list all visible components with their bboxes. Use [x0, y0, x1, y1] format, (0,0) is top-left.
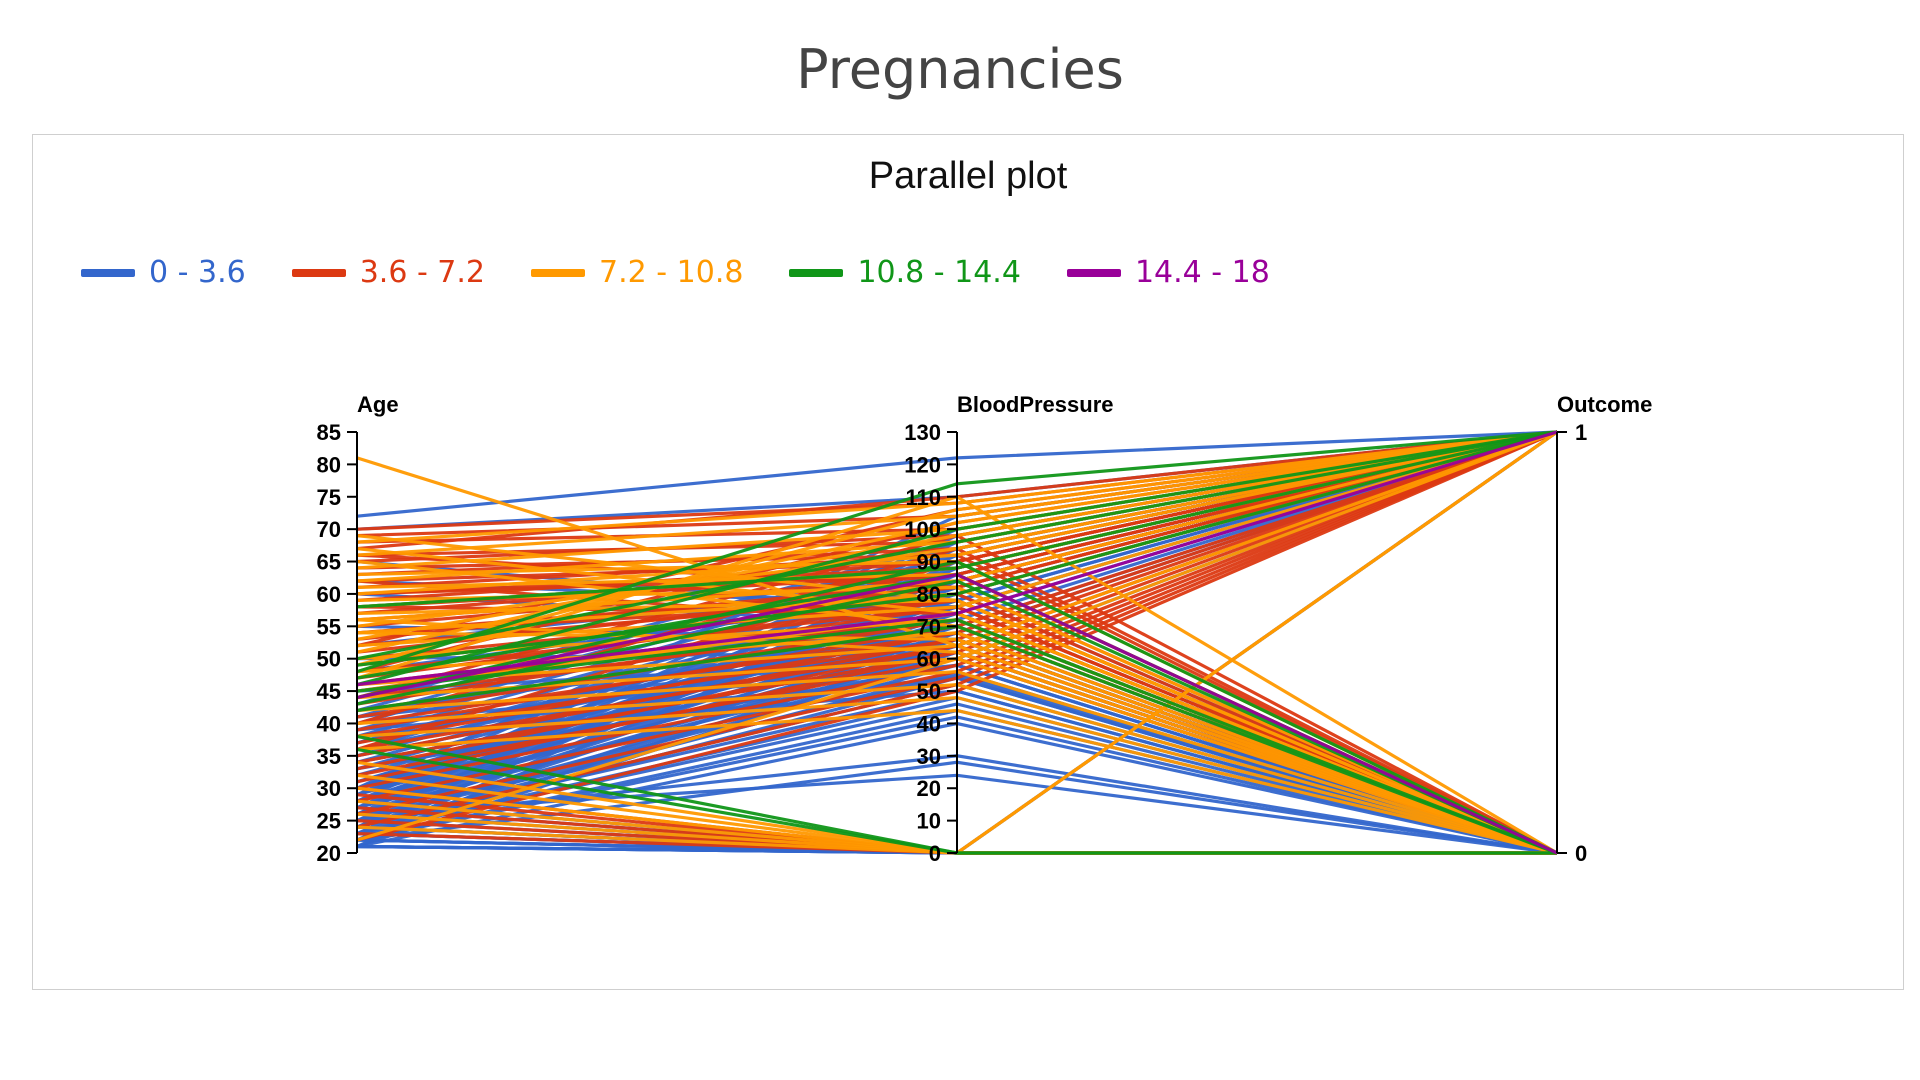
tick-label-1-0: 0	[929, 841, 941, 866]
tick-label-0-3: 35	[317, 744, 341, 769]
axis-title-1: BloodPressure	[957, 392, 1114, 417]
chart-legend: 0 - 3.6 3.6 - 7.2 7.2 - 10.8 10.8 - 14.4…	[81, 255, 1270, 290]
tick-label-2-0: 0	[1575, 841, 1587, 866]
tick-label-1-9: 90	[917, 550, 941, 575]
legend-label-0: 0 - 3.6	[149, 255, 246, 290]
legend-item-3[interactable]: 10.8 - 14.4	[789, 255, 1021, 290]
legend-item-0[interactable]: 0 - 3.6	[81, 255, 246, 290]
legend-item-2[interactable]: 7.2 - 10.8	[531, 255, 743, 290]
chart-title: Parallel plot	[868, 155, 1068, 197]
legend-label-2: 7.2 - 10.8	[599, 255, 744, 290]
legend-label-4: 14.4 - 18	[1134, 255, 1270, 290]
legend-label-1: 3.6 - 7.2	[359, 255, 486, 290]
legend-item-1[interactable]: 3.6 - 7.2	[291, 255, 486, 290]
axis-2: Outcome 0 1	[1556, 392, 1652, 866]
legend-swatch-1	[291, 268, 346, 277]
legend-item-4[interactable]: 14.4 - 18	[1066, 255, 1270, 290]
legend-swatch-4	[1066, 268, 1121, 277]
tick-label-0-10: 70	[317, 517, 341, 542]
tick-label-0-0: 20	[317, 841, 341, 866]
tick-label-1-2: 20	[917, 776, 941, 801]
tick-label-0-12: 80	[317, 452, 341, 477]
tick-label-0-9: 65	[317, 550, 341, 575]
tick-label-1-4: 40	[917, 711, 941, 736]
tick-label-1-12: 120	[904, 452, 941, 477]
tick-label-1-5: 50	[917, 679, 941, 704]
tick-label-1-11: 110	[906, 485, 942, 510]
tick-label-2-1: 1	[1575, 420, 1587, 445]
tick-label-0-7: 55	[317, 614, 341, 639]
legend-swatch-3	[789, 268, 844, 277]
legend-swatch-0	[81, 268, 135, 277]
axis-title-0: Age	[357, 392, 399, 417]
tick-label-1-13: 130	[904, 420, 941, 445]
tick-label-0-13: 85	[317, 420, 341, 445]
parallel-plot: Age 20 25 30 35 40 45 50 55 60 65 70 75 80 85 BloodPres…	[317, 392, 1653, 866]
tick-label-0-1: 25	[317, 809, 341, 834]
legend-label-3: 10.8 - 14.4	[857, 255, 1021, 290]
tick-label-1-7: 70	[917, 614, 941, 639]
axes: Age 20 25 30 35 40 45 50 55 60 65 70 75 80 85 BloodPres…	[317, 392, 1653, 866]
tick-label-0-5: 45	[317, 679, 341, 704]
tick-label-1-1: 10	[917, 809, 941, 834]
tick-label-1-3: 30	[917, 744, 941, 769]
tick-label-0-11: 75	[317, 485, 341, 510]
axis-1: BloodPressure 0 10 20 30 40 50 60 70 80 90 100 110 12…	[904, 392, 1113, 866]
chart-container: Parallel plot 0 - 3.6 3.6 - 7.2 7.2 - 10…	[32, 134, 1904, 990]
page-title: Pregnancies	[796, 38, 1124, 101]
legend-swatch-2	[531, 268, 586, 277]
tick-label-1-6: 60	[917, 647, 941, 672]
axis-title-2: Outcome	[1557, 392, 1652, 417]
tick-label-0-4: 40	[317, 711, 341, 736]
tick-label-0-6: 50	[317, 647, 341, 672]
tick-label-1-8: 80	[917, 582, 941, 607]
axis-0: Age 20 25 30 35 40 45 50 55 60 65 70 75 80 85	[317, 392, 399, 866]
tick-label-1-10: 100	[904, 517, 941, 542]
tick-label-0-8: 60	[317, 582, 341, 607]
tick-label-0-2: 30	[317, 776, 341, 801]
